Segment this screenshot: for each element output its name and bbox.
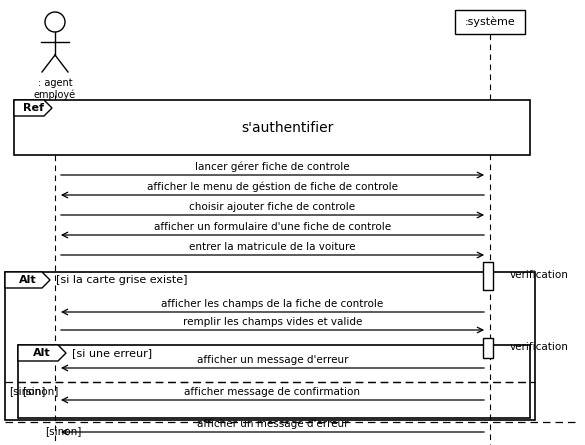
Text: choisir ajouter fiche de controle: choisir ajouter fiche de controle [190, 202, 356, 212]
Bar [483, 262, 493, 290]
Text: Ref: Ref [22, 103, 43, 113]
Text: afficher le menu de géstion de fiche de controle: afficher le menu de géstion de fiche de … [147, 182, 398, 192]
Polygon shape [18, 345, 66, 361]
Text: afficher un formulaire d'une fiche de controle: afficher un formulaire d'une fiche de co… [154, 222, 391, 232]
Text: Alt: Alt [33, 348, 51, 358]
Text: verification: verification [510, 342, 569, 352]
Bar [455, 10, 525, 34]
Bar [483, 338, 493, 358]
Text: Alt: Alt [19, 275, 36, 285]
Text: [si une erreur]: [si une erreur] [72, 348, 152, 358]
Polygon shape [14, 100, 52, 116]
Text: lancer gérer fiche de controle: lancer gérer fiche de controle [195, 162, 350, 172]
Bar [5, 272, 535, 420]
Polygon shape [5, 272, 50, 288]
Text: [si la carte grise existe]: [si la carte grise existe] [56, 275, 188, 285]
Text: verification: verification [510, 270, 569, 280]
Text: afficher les champs de la fiche de controle: afficher les champs de la fiche de contr… [161, 299, 384, 309]
Text: remplir les champs vides et valide: remplir les champs vides et valide [183, 317, 362, 327]
Text: [sinon]: [sinon] [22, 386, 58, 396]
Bar [14, 100, 530, 155]
Text: [sinon]: [sinon] [45, 426, 81, 436]
Text: :système: :système [464, 17, 515, 27]
Text: s'authentifier: s'authentifier [241, 121, 333, 134]
Text: afficher un message d'erreur: afficher un message d'erreur [197, 355, 348, 365]
Text: : agent
employé: : agent employé [34, 78, 76, 100]
Text: afficher un message d'erreur: afficher un message d'erreur [197, 419, 348, 429]
Text: [sinon]: [sinon] [9, 386, 46, 396]
Text: afficher message de confirmation: afficher message de confirmation [184, 387, 360, 397]
Text: entrer la matricule de la voiture: entrer la matricule de la voiture [190, 242, 356, 252]
Bar [18, 345, 530, 418]
